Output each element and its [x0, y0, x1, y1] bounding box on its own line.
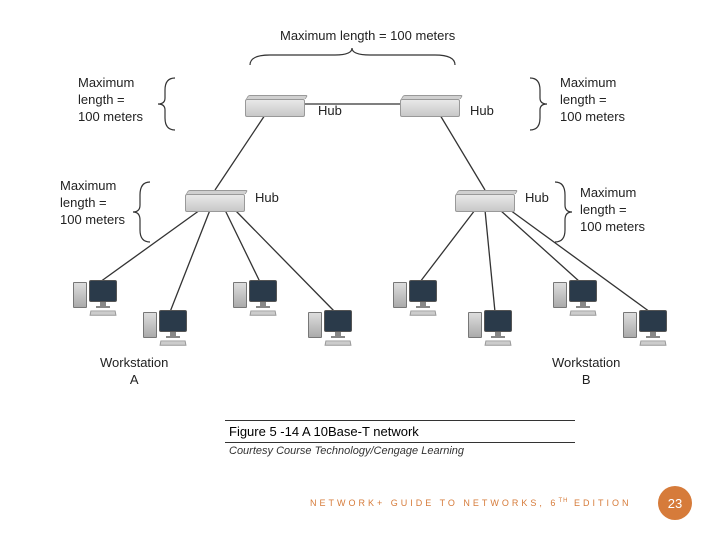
label-right-upper: Maximum length = 100 meters [560, 75, 625, 126]
label-workstation-a: Workstation A [100, 355, 168, 389]
workstation-icon [625, 310, 680, 346]
hub-bottom-left [185, 190, 245, 212]
label-left-lower: Maximum length = 100 meters [60, 178, 125, 229]
hub-label-bl: Hub [255, 190, 279, 207]
footer-suffix: EDITION [568, 498, 631, 508]
workstation-icon [470, 310, 525, 346]
workstation-icon [75, 280, 130, 316]
diagram-canvas: Maximum length = 100 meters Maximum leng… [0, 0, 720, 540]
hub-bottom-right [455, 190, 515, 212]
footer-main: NETWORK+ GUIDE TO NETWORKS, 6 [310, 498, 558, 508]
workstation-icon [145, 310, 200, 346]
footer-sup: TH [558, 498, 568, 504]
workstation-icon [310, 310, 365, 346]
hub-top-right [400, 95, 460, 117]
hub-label-tl: Hub [318, 103, 342, 120]
page-number-badge: 23 [658, 486, 692, 520]
workstation-icon [395, 280, 450, 316]
label-workstation-b: Workstation B [552, 355, 620, 389]
footer-text: NETWORK+ GUIDE TO NETWORKS, 6TH EDITION [310, 498, 631, 508]
hub-label-tr: Hub [470, 103, 494, 120]
workstation-icon [235, 280, 290, 316]
label-right-lower: Maximum length = 100 meters [580, 185, 645, 236]
label-top-length: Maximum length = 100 meters [280, 28, 455, 45]
hub-label-br: Hub [525, 190, 549, 207]
hub-top-left [245, 95, 305, 117]
courtesy-line: Courtesy Course Technology/Cengage Learn… [229, 445, 464, 457]
label-left-upper: Maximum length = 100 meters [78, 75, 143, 126]
workstation-icon [555, 280, 610, 316]
figure-caption: Figure 5 -14 A 10Base-T network [225, 420, 575, 443]
